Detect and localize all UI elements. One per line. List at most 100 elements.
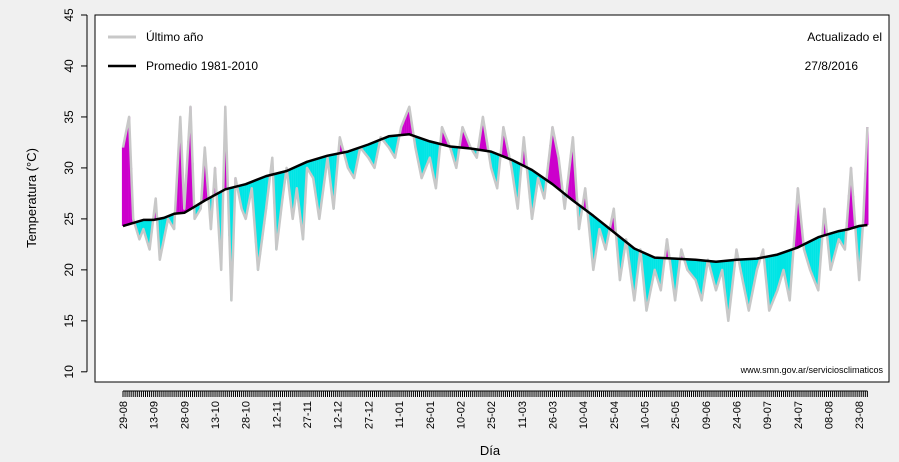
deviation-bar (393, 135, 397, 158)
deviation-bar (404, 116, 407, 135)
deviation-bar (837, 231, 840, 240)
y-tick-label: 45 (62, 8, 76, 22)
deviation-bar (314, 159, 317, 192)
deviation-bar (712, 261, 716, 283)
deviation-bar (555, 147, 558, 188)
deviation-bar (123, 137, 127, 226)
deviation-bar (833, 232, 836, 255)
deviation-bar (592, 215, 595, 270)
deviation-bar (557, 157, 560, 190)
update-label: Actualizado el (807, 30, 882, 44)
deviation-bar (254, 180, 258, 243)
deviation-bar (352, 149, 356, 179)
deviation-bar (383, 137, 386, 143)
deviation-bar (815, 238, 818, 286)
deviation-bar (541, 177, 544, 192)
deviation-bar (291, 168, 294, 219)
y-tick-label: 25 (62, 212, 76, 226)
y-tick-label: 40 (62, 59, 76, 73)
x-tick-label: 13-09 (149, 401, 161, 429)
deviation-bar (312, 159, 315, 179)
deviation-bar (782, 252, 785, 270)
deviation-bar (432, 142, 435, 179)
deviation-bar (692, 259, 695, 278)
deviation-bar (144, 219, 147, 236)
x-tick-label: 08-08 (824, 401, 836, 429)
deviation-bar (402, 122, 405, 135)
deviation-bar (371, 142, 374, 165)
x-tick-label: 10-02 (455, 401, 467, 429)
deviation-bar (674, 258, 677, 301)
deviation-bar (363, 145, 366, 153)
deviation-bar (310, 160, 313, 175)
deviation-bar (528, 168, 532, 199)
deviation-bar (494, 153, 497, 182)
deviation-bar (784, 251, 787, 281)
deviation-bar (649, 255, 652, 291)
deviation-bar (537, 174, 540, 179)
deviation-bar (714, 261, 718, 291)
deviation-bar (265, 176, 268, 209)
deviation-bar (297, 165, 300, 206)
deviation-bar (279, 172, 282, 216)
deviation-bar (690, 259, 693, 275)
deviation-bar (647, 254, 650, 301)
x-tick-label: 11-01 (394, 401, 406, 428)
deviation-bar (142, 219, 145, 230)
legend-label-last-year: Último año (146, 29, 204, 44)
deviation-bar (686, 259, 689, 270)
deviation-bar (700, 260, 703, 301)
deviation-bar (496, 154, 499, 189)
deviation-bar (301, 163, 305, 240)
deviation-bar (596, 219, 599, 243)
deviation-bar (598, 220, 601, 230)
deviation-bar (839, 230, 842, 243)
deviation-bar (350, 150, 354, 175)
x-tick-label: 27-11 (302, 401, 314, 428)
deviation-bar (567, 173, 570, 198)
deviation-bar (277, 173, 280, 233)
x-axis: 29-08 13-09 28-09 13-10 28-10 12-11 27-11 12-12… (118, 390, 868, 429)
deviation-bar (672, 258, 675, 286)
deviation-bar (479, 130, 482, 151)
deviation-bar (246, 183, 249, 209)
deviation-bar (492, 152, 495, 175)
deviation-bar (465, 137, 468, 149)
deviation-bar (250, 181, 253, 189)
deviation-bar (813, 239, 816, 281)
deviation-bar (490, 151, 493, 168)
deviation-bar (731, 260, 734, 286)
deviation-bar (263, 176, 266, 224)
deviation-bar (798, 208, 801, 247)
deviation-bar (786, 251, 789, 291)
deviation-bar (461, 127, 464, 148)
average-series (122, 133, 868, 263)
deviation-bar (275, 173, 278, 250)
deviation-bar (445, 137, 448, 146)
deviation-bar (385, 137, 388, 145)
deviation-bar (125, 127, 129, 225)
deviation-bar (355, 148, 358, 168)
deviation-bar (428, 141, 431, 158)
deviation-bar (442, 132, 446, 145)
deviation-bar (796, 188, 799, 248)
deviation-bar (179, 116, 182, 214)
deviation-bar (391, 135, 395, 155)
deviation-bar (299, 164, 303, 223)
deviation-bar (162, 217, 165, 240)
deviation-bar (751, 258, 754, 291)
deviation-bar (316, 158, 319, 206)
deviation-bar (330, 154, 333, 192)
deviation-bar (829, 233, 832, 270)
deviation-bar (189, 106, 192, 210)
deviation-bar (618, 237, 622, 281)
deviation-bar (365, 145, 368, 156)
deviation-bar (418, 137, 421, 168)
deviation-bar (136, 221, 139, 233)
deviation-bar (367, 144, 370, 158)
deviation-bar (389, 136, 392, 151)
deviation-bar (741, 259, 744, 281)
deviation-bar (387, 136, 390, 148)
x-tick-label: 10-04 (578, 401, 590, 429)
